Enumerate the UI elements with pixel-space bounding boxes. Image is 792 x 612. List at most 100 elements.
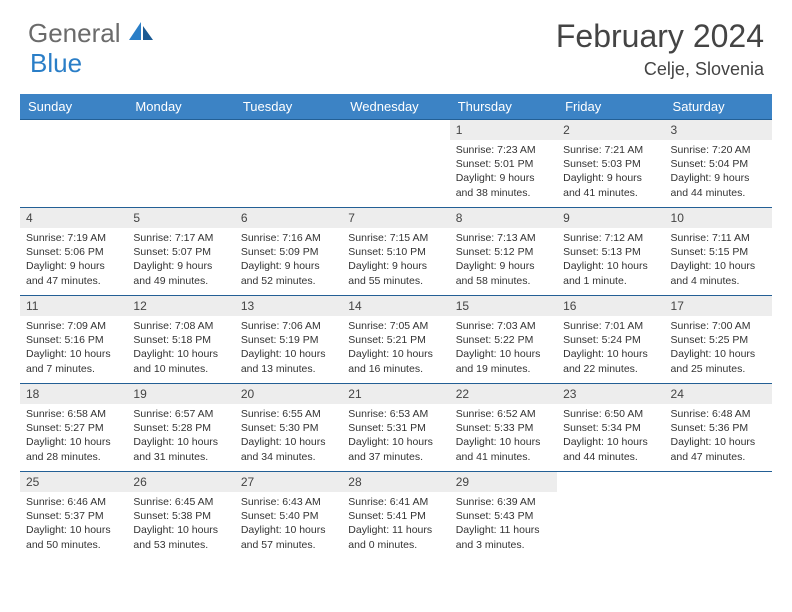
calendar-day-cell: 24Sunrise: 6:48 AMSunset: 5:36 PMDayligh… [665,384,772,472]
calendar-table: SundayMondayTuesdayWednesdayThursdayFrid… [20,94,772,560]
weekday-header: Wednesday [342,94,449,120]
day-details: Sunrise: 7:08 AMSunset: 5:18 PMDaylight:… [127,316,234,380]
day-number: 8 [450,208,557,228]
day-number: 18 [20,384,127,404]
calendar-day-cell: 19Sunrise: 6:57 AMSunset: 5:28 PMDayligh… [127,384,234,472]
brand-logo: General [28,18,157,49]
calendar-day-cell: 29Sunrise: 6:39 AMSunset: 5:43 PMDayligh… [450,472,557,560]
day-number: 4 [20,208,127,228]
calendar-day-cell: 14Sunrise: 7:05 AMSunset: 5:21 PMDayligh… [342,296,449,384]
day-details: Sunrise: 6:46 AMSunset: 5:37 PMDaylight:… [20,492,127,556]
day-details: Sunrise: 7:19 AMSunset: 5:06 PMDaylight:… [20,228,127,292]
day-number: 13 [235,296,342,316]
day-number: 27 [235,472,342,492]
calendar-day-cell: 4Sunrise: 7:19 AMSunset: 5:06 PMDaylight… [20,208,127,296]
day-number: 2 [557,120,664,140]
day-number: 28 [342,472,449,492]
day-number: 12 [127,296,234,316]
day-details: Sunrise: 6:52 AMSunset: 5:33 PMDaylight:… [450,404,557,468]
calendar-day-cell: 18Sunrise: 6:58 AMSunset: 5:27 PMDayligh… [20,384,127,472]
calendar-day-cell: 10Sunrise: 7:11 AMSunset: 5:15 PMDayligh… [665,208,772,296]
calendar-day-cell: 25Sunrise: 6:46 AMSunset: 5:37 PMDayligh… [20,472,127,560]
calendar-empty-cell [342,120,449,208]
calendar-week-row: 25Sunrise: 6:46 AMSunset: 5:37 PMDayligh… [20,472,772,560]
calendar-day-cell: 15Sunrise: 7:03 AMSunset: 5:22 PMDayligh… [450,296,557,384]
calendar-day-cell: 20Sunrise: 6:55 AMSunset: 5:30 PMDayligh… [235,384,342,472]
day-details: Sunrise: 7:12 AMSunset: 5:13 PMDaylight:… [557,228,664,292]
day-details: Sunrise: 7:23 AMSunset: 5:01 PMDaylight:… [450,140,557,204]
day-number: 14 [342,296,449,316]
day-details: Sunrise: 7:09 AMSunset: 5:16 PMDaylight:… [20,316,127,380]
day-details: Sunrise: 6:57 AMSunset: 5:28 PMDaylight:… [127,404,234,468]
day-number: 17 [665,296,772,316]
weekday-header: Monday [127,94,234,120]
day-number: 16 [557,296,664,316]
calendar-day-cell: 2Sunrise: 7:21 AMSunset: 5:03 PMDaylight… [557,120,664,208]
calendar-day-cell: 3Sunrise: 7:20 AMSunset: 5:04 PMDaylight… [665,120,772,208]
day-details: Sunrise: 7:03 AMSunset: 5:22 PMDaylight:… [450,316,557,380]
day-number: 7 [342,208,449,228]
calendar-week-row: 11Sunrise: 7:09 AMSunset: 5:16 PMDayligh… [20,296,772,384]
header: General February 2024 Celje, Slovenia [0,0,792,88]
brand-part1: General [28,18,121,49]
calendar-day-cell: 17Sunrise: 7:00 AMSunset: 5:25 PMDayligh… [665,296,772,384]
day-number: 23 [557,384,664,404]
day-details: Sunrise: 6:55 AMSunset: 5:30 PMDaylight:… [235,404,342,468]
day-number: 25 [20,472,127,492]
day-number: 24 [665,384,772,404]
sail-icon [127,20,155,47]
weekday-header: Saturday [665,94,772,120]
title-block: February 2024 Celje, Slovenia [556,18,764,80]
day-details: Sunrise: 7:01 AMSunset: 5:24 PMDaylight:… [557,316,664,380]
calendar-header-row: SundayMondayTuesdayWednesdayThursdayFrid… [20,94,772,120]
calendar-empty-cell [235,120,342,208]
calendar-day-cell: 7Sunrise: 7:15 AMSunset: 5:10 PMDaylight… [342,208,449,296]
weekday-header: Thursday [450,94,557,120]
day-number: 26 [127,472,234,492]
day-number: 19 [127,384,234,404]
calendar-week-row: 4Sunrise: 7:19 AMSunset: 5:06 PMDaylight… [20,208,772,296]
calendar-day-cell: 21Sunrise: 6:53 AMSunset: 5:31 PMDayligh… [342,384,449,472]
day-details: Sunrise: 6:48 AMSunset: 5:36 PMDaylight:… [665,404,772,468]
calendar-day-cell: 11Sunrise: 7:09 AMSunset: 5:16 PMDayligh… [20,296,127,384]
day-details: Sunrise: 7:20 AMSunset: 5:04 PMDaylight:… [665,140,772,204]
day-details: Sunrise: 7:16 AMSunset: 5:09 PMDaylight:… [235,228,342,292]
weekday-header: Friday [557,94,664,120]
day-details: Sunrise: 7:05 AMSunset: 5:21 PMDaylight:… [342,316,449,380]
day-details: Sunrise: 6:58 AMSunset: 5:27 PMDaylight:… [20,404,127,468]
calendar-day-cell: 23Sunrise: 6:50 AMSunset: 5:34 PMDayligh… [557,384,664,472]
day-number: 3 [665,120,772,140]
day-details: Sunrise: 7:17 AMSunset: 5:07 PMDaylight:… [127,228,234,292]
weekday-header: Tuesday [235,94,342,120]
day-details: Sunrise: 6:50 AMSunset: 5:34 PMDaylight:… [557,404,664,468]
day-details: Sunrise: 6:39 AMSunset: 5:43 PMDaylight:… [450,492,557,556]
calendar-day-cell: 27Sunrise: 6:43 AMSunset: 5:40 PMDayligh… [235,472,342,560]
day-number: 20 [235,384,342,404]
calendar-day-cell: 6Sunrise: 7:16 AMSunset: 5:09 PMDaylight… [235,208,342,296]
month-title: February 2024 [556,18,764,55]
day-number: 21 [342,384,449,404]
calendar-day-cell: 5Sunrise: 7:17 AMSunset: 5:07 PMDaylight… [127,208,234,296]
day-number: 22 [450,384,557,404]
calendar-week-row: 18Sunrise: 6:58 AMSunset: 5:27 PMDayligh… [20,384,772,472]
calendar-empty-cell [557,472,664,560]
calendar-day-cell: 8Sunrise: 7:13 AMSunset: 5:12 PMDaylight… [450,208,557,296]
day-details: Sunrise: 7:15 AMSunset: 5:10 PMDaylight:… [342,228,449,292]
calendar-empty-cell [20,120,127,208]
weekday-header: Sunday [20,94,127,120]
calendar-day-cell: 16Sunrise: 7:01 AMSunset: 5:24 PMDayligh… [557,296,664,384]
calendar-day-cell: 9Sunrise: 7:12 AMSunset: 5:13 PMDaylight… [557,208,664,296]
day-details: Sunrise: 7:11 AMSunset: 5:15 PMDaylight:… [665,228,772,292]
calendar-day-cell: 28Sunrise: 6:41 AMSunset: 5:41 PMDayligh… [342,472,449,560]
day-number: 1 [450,120,557,140]
calendar-day-cell: 12Sunrise: 7:08 AMSunset: 5:18 PMDayligh… [127,296,234,384]
calendar-body: 1Sunrise: 7:23 AMSunset: 5:01 PMDaylight… [20,120,772,560]
calendar-empty-cell [127,120,234,208]
calendar-empty-cell [665,472,772,560]
day-number: 10 [665,208,772,228]
day-number: 29 [450,472,557,492]
day-number: 15 [450,296,557,316]
day-details: Sunrise: 7:00 AMSunset: 5:25 PMDaylight:… [665,316,772,380]
day-number: 11 [20,296,127,316]
day-details: Sunrise: 6:53 AMSunset: 5:31 PMDaylight:… [342,404,449,468]
